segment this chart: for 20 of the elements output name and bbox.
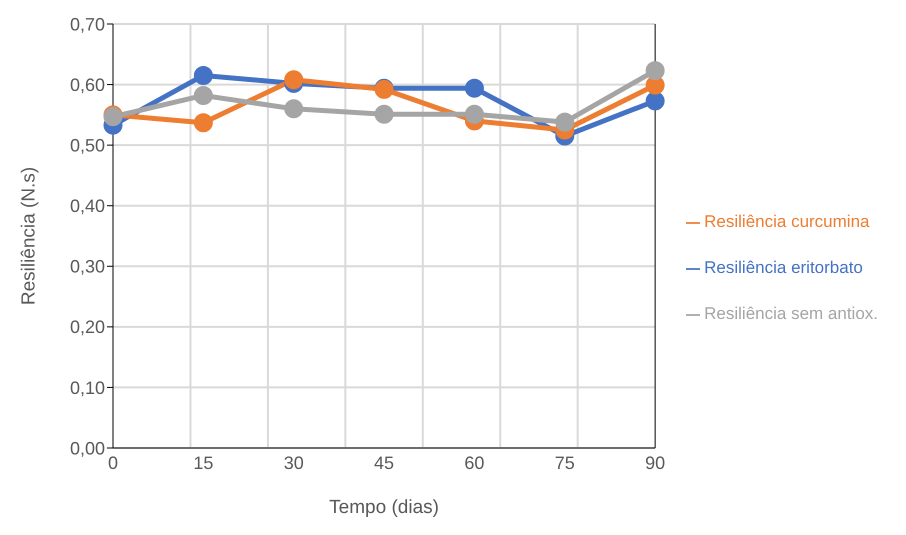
- x-tick-label: 90: [645, 452, 666, 473]
- y-tick-label: 0,70: [70, 14, 105, 34]
- y-axis-title: Resiliência (N.s): [18, 166, 40, 306]
- y-tick-label: 0,00: [70, 438, 105, 458]
- x-tick-label: 45: [374, 452, 394, 473]
- y-tick-label: 0,20: [70, 317, 105, 338]
- x-tick-label: 15: [193, 452, 214, 473]
- legend-label: Resiliência sem antiox.: [704, 304, 878, 323]
- y-tick-label: 0,60: [70, 74, 105, 95]
- x-tick-label: 75: [554, 452, 575, 473]
- x-tick-label: 30: [284, 452, 304, 473]
- y-tick-label: 0,10: [70, 378, 105, 398]
- legend-label: Resiliência eritorbato: [704, 258, 863, 277]
- y-tick-label: 0,30: [70, 256, 105, 277]
- x-tick-label: 0: [108, 452, 118, 473]
- x-axis-title: Tempo (dias): [329, 497, 439, 518]
- y-tick-label: 0,40: [70, 196, 105, 216]
- legend-label: Resiliência curcumina: [704, 212, 870, 231]
- x-tick-label: 60: [464, 452, 484, 473]
- y-tick-label: 0,50: [70, 136, 105, 156]
